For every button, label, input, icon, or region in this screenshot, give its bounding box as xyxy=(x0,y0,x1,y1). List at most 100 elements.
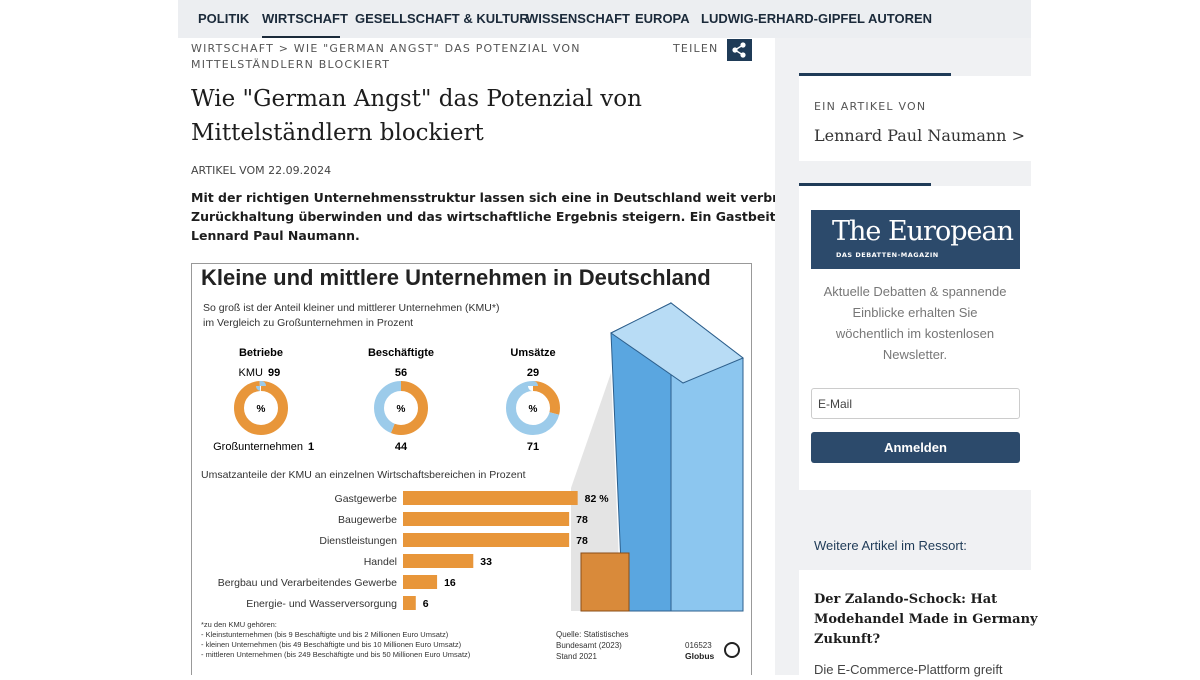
more-heading: Weitere Artikel im Ressort: xyxy=(814,538,967,553)
donut-large-value: 1 xyxy=(308,441,314,453)
share-icon xyxy=(733,44,744,56)
nav-link[interactable]: LUDWIG-ERHARD-GIPFEL xyxy=(701,11,865,26)
bar xyxy=(403,533,570,547)
legend-large: Großunternehmen xyxy=(213,441,303,453)
legend-kmu: KMU xyxy=(239,367,264,379)
donut-large-arc xyxy=(234,381,288,435)
bar-value-label: 16 xyxy=(444,577,456,589)
donut-large-value: 71 xyxy=(527,441,539,453)
bar-label: Gastgewerbe xyxy=(335,493,398,505)
article-title: Wie "German Angst" das Potenzial von xyxy=(191,86,642,112)
share-bg xyxy=(727,39,752,61)
bar-label: Handel xyxy=(364,556,397,568)
donut-unit: % xyxy=(529,404,538,415)
breadcrumb[interactable]: MITTELSTÄNDLERN BLOCKIERT xyxy=(191,58,391,71)
graphic-code: 016523 xyxy=(685,641,712,650)
building-shadow xyxy=(571,373,621,611)
teaser-title: Modehandel Made in Germany xyxy=(814,612,1038,627)
donut-large-arc xyxy=(374,381,428,435)
card-accent xyxy=(799,73,951,76)
bar-label: Bergbau und Verarbeitendes Gewerbe xyxy=(218,577,397,589)
bar xyxy=(403,554,474,568)
share-label[interactable]: TEILEN xyxy=(673,42,719,55)
source: Quelle: Statistisches xyxy=(556,630,628,639)
newsletter-text: Aktuelle Debatten & spannende xyxy=(823,284,1007,299)
email-input[interactable]: E-Mail xyxy=(811,388,1020,419)
nav-link[interactable]: GESELLSCHAFT & KULTUR xyxy=(355,11,529,26)
donut-label: Umsätze xyxy=(510,347,555,359)
email-placeholder: E-Mail xyxy=(818,397,853,411)
author-link[interactable]: Lennard Paul Naumann > xyxy=(814,126,1025,145)
author-caption: EIN ARTIKEL VON xyxy=(814,100,927,113)
bar xyxy=(403,491,578,505)
footnote: *zu den KMU gehören: xyxy=(201,620,277,629)
source: Stand 2021 xyxy=(556,652,597,661)
donut-kmu-value: 29 xyxy=(527,367,539,379)
breadcrumb[interactable]: WIRTSCHAFT > WIE "GERMAN ANGST" DAS POTE… xyxy=(191,42,581,55)
donut-kmu-value: 99 xyxy=(268,367,280,379)
bar xyxy=(403,512,570,526)
author-card: EIN ARTIKEL VON Lennard Paul Naumann > xyxy=(799,73,1031,161)
share-button[interactable] xyxy=(727,39,752,61)
donut-label: Betriebe xyxy=(239,347,283,359)
bar-value-label: 33 xyxy=(480,556,492,568)
nav-link[interactable]: WISSENSCHAFT xyxy=(526,11,630,26)
bar xyxy=(403,596,416,610)
teaser-title: Zukunft? xyxy=(814,632,881,647)
nav-active-indicator xyxy=(262,36,340,38)
subscribe-button[interactable]: Anmelden xyxy=(811,432,1020,463)
infographic-subtitle: im Vergleich zu Großunternehmen in Proze… xyxy=(203,317,413,329)
donut-unit: % xyxy=(257,404,266,415)
bar-value-label: 78 xyxy=(576,514,588,526)
brand: Globus xyxy=(685,651,715,661)
sidebar: EIN ARTIKEL VON Lennard Paul Naumann > T… xyxy=(775,38,1038,680)
newsletter-text: Einblicke erhalten Sie xyxy=(852,305,978,320)
donut-large-value: 44 xyxy=(395,441,408,453)
newsletter-text: wöchentlich im kostenlosen xyxy=(835,326,995,341)
newsletter-text: Newsletter. xyxy=(882,347,948,362)
teaser-title: Der Zalando-Schock: Hat xyxy=(814,592,998,607)
bar-label: Energie- und Wasserversorgung xyxy=(246,598,397,610)
brand-logo xyxy=(724,642,740,658)
logo-subtext: DAS DEBATTEN-MAGAZIN xyxy=(836,251,939,259)
bar-value-label: 6 xyxy=(423,598,429,610)
article-lead: Zurückhaltung überwinden und das wirtsch… xyxy=(191,209,830,224)
nav-bar: POLITIK WIRTSCHAFT GESELLSCHAFT & KULTUR… xyxy=(178,0,1031,38)
footnote: - kleinen Unternehmen (bis 49 Beschäftig… xyxy=(201,640,462,649)
article-lead: Lennard Paul Naumann. xyxy=(191,228,360,243)
bar-value-label: 82 % xyxy=(585,493,610,505)
button-label: Anmelden xyxy=(884,440,947,455)
nav-link[interactable]: WIRTSCHAFT xyxy=(262,11,348,26)
bar-label: Baugewerbe xyxy=(338,514,397,526)
teaser-text: Die E-Commerce-Plattform greift xyxy=(814,662,1003,677)
newsletter-card: The European DAS DEBATTEN-MAGAZIN Aktuel… xyxy=(799,183,1031,490)
card-accent xyxy=(799,183,931,186)
nav-link[interactable]: EUROPA xyxy=(635,11,690,26)
small-building xyxy=(580,552,630,612)
bar-label: Dienstleistungen xyxy=(319,535,397,547)
logo-text: The European xyxy=(832,216,1014,247)
footnote: - Kleinstunternehmen (bis 9 Beschäftigte… xyxy=(201,630,449,639)
building-roof xyxy=(610,302,744,384)
nav-link[interactable]: AUTOREN xyxy=(868,11,933,26)
article-date: ARTIKEL VOM 22.09.2024 xyxy=(191,164,332,177)
nav-link[interactable]: POLITIK xyxy=(198,11,250,26)
teaser-card[interactable]: Der Zalando-Schock: Hat Modehandel Made … xyxy=(799,570,1038,680)
infographic-title: Kleine und mittlere Unternehmen in Deuts… xyxy=(201,265,711,290)
infographic: Kleine und mittlere Unternehmen in Deuts… xyxy=(191,263,752,675)
source: Bundesamt (2023) xyxy=(556,641,622,650)
donut-unit: % xyxy=(397,404,406,415)
bar-value-label: 78 xyxy=(576,535,588,547)
footnote: - mittleren Unternehmen (bis 249 Beschäf… xyxy=(201,650,471,659)
article-title: Mittelständlern blockiert xyxy=(191,120,484,146)
bar-chart-title: Umsatzanteile der KMU an einzelnen Wirts… xyxy=(201,469,526,481)
bar xyxy=(403,575,438,589)
donut-label: Beschäftigte xyxy=(368,347,434,359)
logo: The European DAS DEBATTEN-MAGAZIN xyxy=(811,210,1020,269)
article-lead: Mit der richtigen Unternehmensstruktur l… xyxy=(191,190,820,205)
infographic-subtitle: So groß ist der Anteil kleiner und mittl… xyxy=(203,302,499,314)
donut-kmu-value: 56 xyxy=(395,367,407,379)
donut-large-arc xyxy=(506,381,560,435)
